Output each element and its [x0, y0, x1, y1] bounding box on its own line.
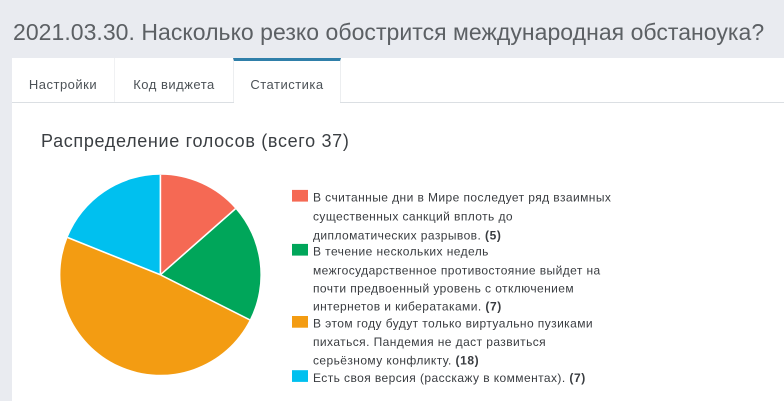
svg-text:В этом году будут только вирту: В этом году будут только виртуально пузи… — [313, 317, 593, 331]
svg-text:пихаться. Пандемия не даст раз: пихаться. Пандемия не даст развиться — [313, 335, 546, 349]
svg-text:существенных санкций вплоть до: существенных санкций вплоть до — [313, 209, 513, 223]
svg-text:почти предвоенный уровень с от: почти предвоенный уровень с отключением — [313, 281, 574, 295]
svg-text:серьёзному конфликту. (18): серьёзному конфликту. (18) — [313, 353, 479, 367]
svg-text:Есть своя версия (расскажу в к: Есть своя версия (расскажу в комментах).… — [313, 371, 586, 385]
svg-text:межгосударственное противостоя: межгосударственное противостояние выйдет… — [313, 263, 601, 277]
svg-text:В течение нескольких недель: В течение нескольких недель — [313, 245, 489, 259]
svg-text:В считанные дни в Мире последу: В считанные дни в Мире последует ряд вза… — [313, 191, 611, 205]
svg-text:дипломатических разрывов. (5): дипломатических разрывов. (5) — [313, 228, 501, 242]
svg-text:интернетов и кибератаками. (7): интернетов и кибератаками. (7) — [313, 299, 502, 313]
